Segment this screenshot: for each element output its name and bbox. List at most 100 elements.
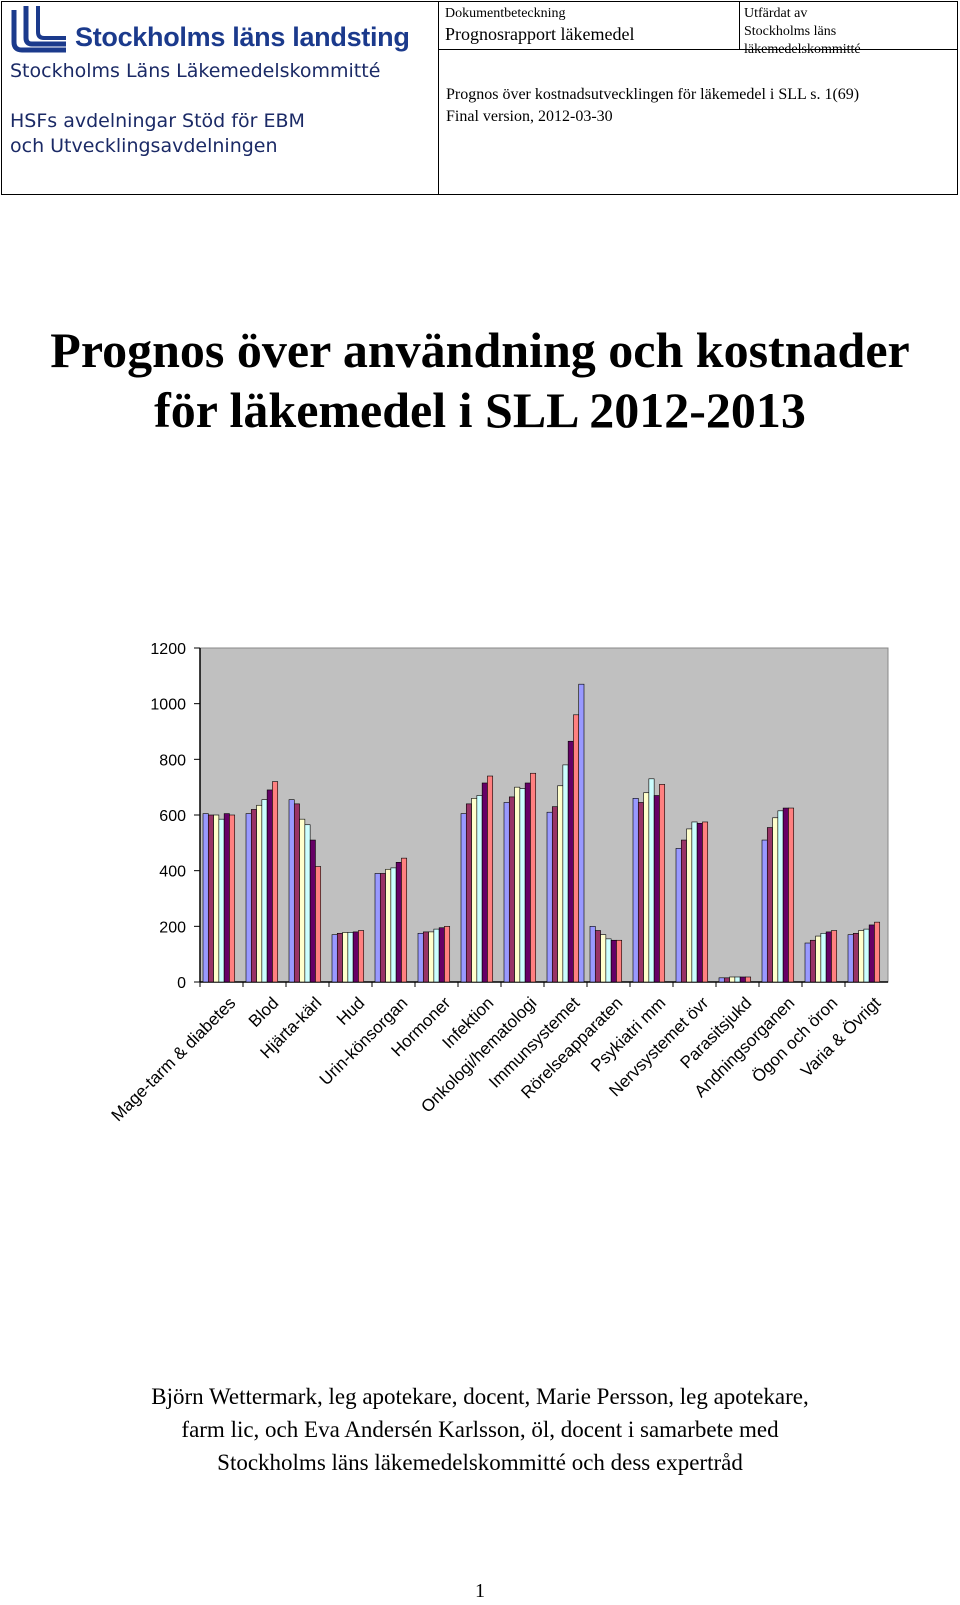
chart-bar — [261, 799, 268, 983]
chart-bar — [729, 976, 736, 983]
chart-bar — [594, 930, 601, 983]
y-tick-label: 400 — [159, 864, 186, 881]
chart-bar — [551, 806, 558, 983]
chart-bar — [600, 934, 607, 983]
chart-bar — [734, 976, 741, 983]
chart-bar — [530, 772, 537, 983]
issued-by-label: Utfärdat av — [744, 6, 808, 21]
chart-bar — [352, 931, 359, 983]
chart-bar — [514, 786, 521, 983]
department-line-2: och Utvecklingsavdelningen — [10, 135, 278, 157]
department-line-1: HSFs avdelningar Stöd för EBM — [10, 110, 305, 132]
chart-bar — [557, 785, 564, 983]
chart-bar — [804, 942, 811, 983]
chart-bar — [347, 932, 354, 983]
chart-bar — [653, 795, 660, 983]
chart-bar — [648, 778, 655, 983]
chart-bar — [766, 827, 773, 983]
chart-bar — [562, 764, 569, 983]
chart-bar — [696, 823, 703, 983]
chart-bar — [809, 939, 816, 983]
chart-bar — [272, 781, 279, 983]
chart-bar — [632, 798, 639, 983]
chart-bar — [567, 740, 574, 983]
chart-bar — [401, 857, 408, 983]
chart-bar — [874, 921, 881, 983]
version-line: Final version, 2012-03-30 — [446, 108, 613, 125]
chart-bar — [385, 868, 392, 983]
chart-bar — [476, 795, 483, 983]
chart-bar — [379, 873, 386, 983]
chart-bar — [815, 935, 822, 983]
chart-bar — [643, 792, 650, 983]
authors-line-2: farm lic, och Eva Andersén Karlsson, öl,… — [181, 1417, 779, 1442]
chart-bar — [868, 924, 875, 983]
chart-bar — [546, 811, 553, 983]
bar-chart: 0 200 400 600 800 1000 1200 Mage-tarm & diabete… — [108, 641, 889, 1125]
chart-bar — [782, 807, 789, 983]
chart-bar — [428, 931, 435, 983]
header-left-cell: Stockholms läns landsting Stockholms Län… — [2, 2, 439, 194]
chart-bar — [487, 775, 494, 983]
chart-bar — [245, 813, 252, 983]
chart-bar — [417, 932, 424, 983]
logo-wordmark: Stockholms läns landsting — [75, 22, 410, 52]
chart-bar — [229, 814, 236, 983]
chart-bar — [331, 934, 338, 983]
chart-bar — [675, 848, 682, 983]
page-title-line-2: för läkemedel i SLL 2012-2013 — [154, 382, 806, 438]
x-category-label: Mage-tarm & diabetes — [108, 993, 240, 1125]
page-number: 1 — [475, 1580, 485, 1602]
chart-bar — [358, 930, 365, 983]
issued-by-line-1: Stockholms läns — [744, 24, 837, 39]
chart-bar — [691, 821, 698, 983]
chart-bar — [309, 839, 316, 983]
chart-bar — [745, 976, 752, 983]
y-tick-label: 800 — [159, 752, 186, 769]
document-header: Stockholms läns landsting Stockholms Län… — [1, 1, 958, 195]
x-category-label: Blod — [245, 993, 282, 1030]
authors-line-1: Björn Wettermark, leg apotekare, docent,… — [151, 1384, 809, 1409]
chart-bar — [374, 873, 381, 983]
chart-bar — [508, 796, 515, 983]
chart-bar — [573, 714, 580, 983]
chart-bar — [395, 862, 402, 983]
chart-bar — [825, 931, 832, 983]
chart-bar — [637, 802, 644, 983]
chart-bar — [702, 821, 709, 983]
chart-bar — [433, 928, 440, 983]
chart-bar — [266, 789, 273, 983]
chart-bar — [460, 813, 467, 983]
report-subtitle: Prognos över kostnadsutvecklingen för lä… — [446, 86, 860, 103]
authors-line-3: Stockholms läns läkemedelskommitté och d… — [217, 1450, 743, 1475]
chart-bar — [503, 802, 510, 983]
chart-bar — [315, 866, 322, 983]
chart-bar — [777, 810, 784, 983]
chart-bar — [605, 938, 612, 983]
chart-bar — [739, 976, 746, 983]
chart-bar — [610, 939, 617, 983]
chart-bar — [761, 839, 768, 983]
x-category-label: Hud — [333, 993, 368, 1028]
chart-bar — [481, 782, 488, 983]
doc-designation-cell: Dokumentbeteckning Prognosrapport läkeme… — [439, 2, 740, 50]
chart-bar — [342, 932, 349, 983]
chart-bar — [293, 803, 300, 983]
y-tick-label: 1200 — [150, 641, 186, 658]
chart-bar — [718, 977, 725, 983]
chart-bar — [299, 818, 306, 983]
y-tick-label: 200 — [159, 919, 186, 936]
chart-bar — [820, 932, 827, 983]
chart-bar — [390, 867, 397, 983]
organization-name: Stockholms Läns Läkemedelskommitté — [10, 60, 381, 82]
page-title-line-1: Prognos över användning och kostnader — [50, 322, 910, 378]
chart-bar — [524, 782, 531, 983]
chart-bar — [772, 817, 779, 983]
chart-bar — [336, 932, 343, 983]
chart-bar — [422, 931, 429, 983]
chart-bar — [831, 930, 838, 983]
chart-bar — [207, 814, 214, 983]
chart-bar — [863, 928, 870, 983]
chart-bar — [589, 926, 596, 983]
chart-bar — [852, 932, 859, 983]
